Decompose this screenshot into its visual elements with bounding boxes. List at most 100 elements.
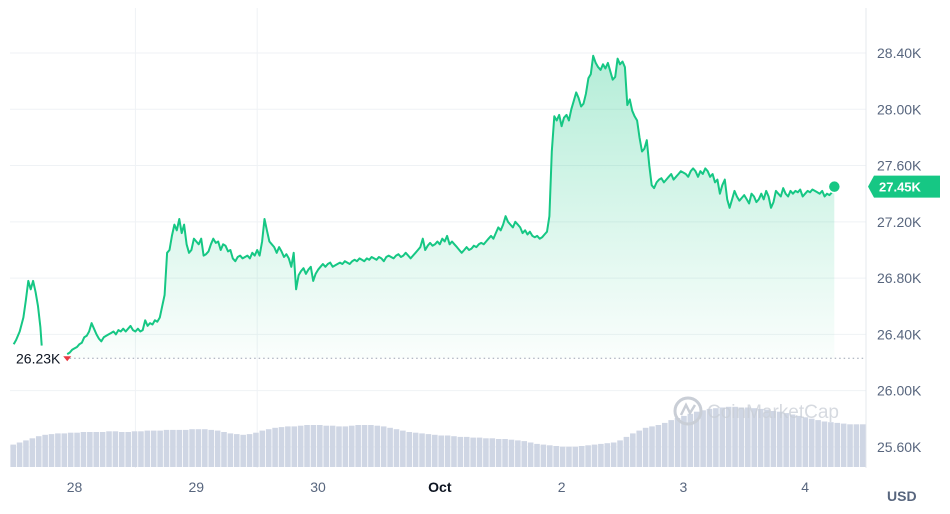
volume-bar bbox=[700, 410, 706, 467]
volume-bar bbox=[489, 438, 496, 467]
volume-bar bbox=[55, 433, 61, 467]
x-axis-ticks: 28 29 30 Oct 2 3 4 bbox=[67, 479, 809, 495]
volume-bar bbox=[808, 418, 815, 467]
volume-bar bbox=[546, 445, 553, 467]
volume-bar bbox=[202, 429, 208, 467]
volume-bar bbox=[355, 425, 361, 467]
volume-bar bbox=[304, 425, 310, 467]
volume-bar bbox=[444, 435, 451, 467]
y-tick-label: 28.40K bbox=[877, 45, 922, 61]
current-price-text: 27.45K bbox=[879, 180, 922, 195]
volume-bar bbox=[259, 430, 266, 467]
volume-bar bbox=[655, 425, 662, 467]
volume-bar bbox=[796, 415, 802, 467]
volume-bar bbox=[527, 442, 534, 467]
volume-bar bbox=[61, 433, 68, 467]
volume-bar bbox=[674, 418, 681, 467]
current-price-dot[interactable] bbox=[827, 179, 842, 194]
volume-bar bbox=[463, 436, 470, 467]
volume-bar bbox=[195, 429, 202, 467]
volume-bar bbox=[214, 430, 221, 467]
volume-bar bbox=[189, 429, 195, 467]
current-price-badge: 27.45K bbox=[868, 175, 940, 198]
volume-bar bbox=[182, 429, 189, 467]
volume-bar bbox=[661, 422, 668, 467]
volume-bar bbox=[483, 438, 489, 467]
x-tick-label: 2 bbox=[558, 479, 566, 495]
coinmarketcap-watermark: CoinMarketCap bbox=[673, 396, 839, 426]
volume-bar bbox=[221, 432, 227, 467]
volume-bar bbox=[815, 420, 821, 467]
volume-bar bbox=[35, 436, 42, 467]
volume-bar bbox=[278, 427, 285, 467]
volume-bar bbox=[329, 425, 336, 467]
volume-bar bbox=[649, 426, 655, 467]
volume-bar bbox=[610, 442, 617, 467]
volume-bar bbox=[233, 434, 240, 467]
price-line-segment bbox=[66, 54, 836, 355]
volume-bar bbox=[508, 439, 515, 467]
volume-bar bbox=[246, 434, 253, 467]
y-tick-label: 26.00K bbox=[877, 383, 922, 399]
x-tick-label: Oct bbox=[428, 479, 452, 495]
volume-bar bbox=[387, 427, 393, 467]
y-tick-label: 26.40K bbox=[877, 326, 922, 342]
volume-bar bbox=[176, 429, 183, 467]
x-tick-label: 29 bbox=[189, 479, 205, 495]
x-tick-label: 3 bbox=[679, 479, 687, 495]
volume-bar bbox=[534, 443, 540, 467]
volume-bar bbox=[495, 439, 502, 467]
volume-bar bbox=[598, 443, 604, 467]
volume-bar bbox=[853, 424, 860, 467]
volume-bar bbox=[170, 429, 176, 467]
volume-bar bbox=[821, 421, 828, 467]
volume-bar bbox=[636, 430, 643, 467]
volume-bar bbox=[310, 425, 317, 467]
volume-bar bbox=[80, 432, 87, 467]
volume-bar bbox=[502, 439, 508, 467]
volume-bar bbox=[757, 408, 764, 467]
volume-bar bbox=[272, 427, 278, 467]
volume-bar bbox=[118, 432, 125, 467]
volume-bar bbox=[317, 425, 323, 467]
volume-bar bbox=[847, 424, 853, 467]
volume-bar bbox=[706, 408, 713, 467]
volume-bar bbox=[840, 423, 847, 467]
volume-bar bbox=[578, 446, 585, 467]
volume-bar bbox=[591, 444, 598, 467]
volume-bar bbox=[265, 429, 272, 467]
volume-bar bbox=[745, 407, 751, 467]
volume-bar bbox=[208, 429, 215, 467]
volume-bar bbox=[361, 425, 368, 467]
y-tick-label: 27.20K bbox=[877, 214, 922, 230]
volume-bar bbox=[74, 432, 80, 467]
volume-bar bbox=[157, 430, 163, 467]
volume-bar bbox=[540, 444, 547, 467]
volume-bar bbox=[681, 415, 687, 467]
volume-bar bbox=[559, 446, 566, 467]
coinmarketcap-logo-icon bbox=[673, 396, 703, 426]
volume-bar bbox=[457, 436, 464, 467]
volume-bar bbox=[521, 441, 528, 467]
volume-bar bbox=[87, 432, 93, 467]
volume-bar bbox=[342, 426, 349, 467]
volume-bar bbox=[374, 425, 381, 467]
volume-bar bbox=[406, 432, 413, 467]
volume-bar bbox=[150, 430, 157, 467]
volume-bar bbox=[725, 406, 732, 467]
volume-bar bbox=[719, 407, 726, 467]
volume-bar bbox=[227, 433, 234, 467]
volume-bar bbox=[687, 413, 694, 467]
volume-bar bbox=[834, 422, 841, 467]
volume-bar bbox=[738, 407, 745, 467]
volume-bar bbox=[476, 437, 483, 467]
volume-bar bbox=[138, 431, 144, 467]
volume-bar bbox=[29, 438, 36, 467]
volume-bar bbox=[438, 435, 444, 467]
volume-bar bbox=[617, 440, 623, 467]
volume-bar bbox=[163, 429, 170, 467]
volume-bar bbox=[732, 406, 738, 467]
volume-bar bbox=[419, 433, 425, 467]
volume-bars bbox=[10, 406, 866, 467]
